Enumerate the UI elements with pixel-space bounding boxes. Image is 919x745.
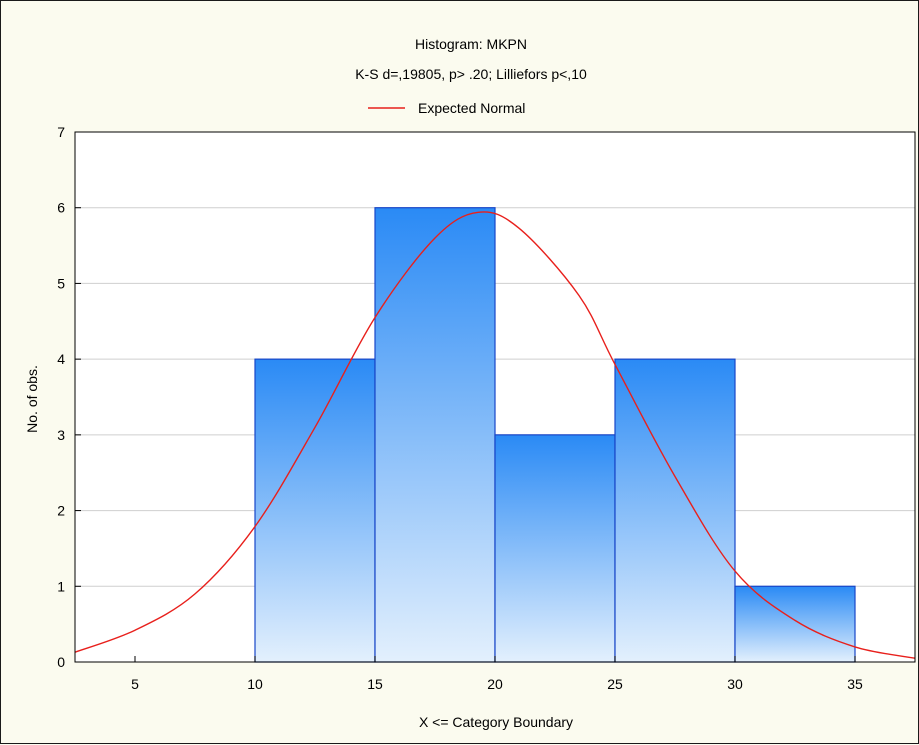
- expected-normal-curve: [75, 211, 915, 659]
- histogram-bar: [374, 207, 496, 663]
- legend: Expected Normal: [368, 100, 525, 116]
- x-tick-label: 15: [367, 676, 383, 692]
- y-tick-label: 6: [57, 200, 65, 216]
- x-tick-label: 5: [131, 676, 139, 692]
- histogram-bar: [734, 585, 856, 663]
- y-tick-label: 7: [57, 124, 65, 140]
- x-axis-label: X <= Category Boundary: [419, 714, 573, 730]
- x-tick-label: 25: [607, 676, 623, 692]
- histogram-bar: [254, 358, 376, 663]
- chart-title: Histogram: MKPN: [415, 36, 527, 52]
- x-tick-label: 30: [727, 676, 743, 692]
- y-tick-label: 0: [57, 654, 65, 670]
- y-axis-ticks: 0 1 2 3 4 5 6 7: [57, 124, 81, 670]
- y-tick-label: 4: [57, 351, 65, 367]
- x-tick-label: 35: [847, 676, 863, 692]
- x-axis-ticks: 5 10 15 20 25 30 35: [131, 656, 863, 692]
- chart-subtitle: K-S d=,19805, p> .20; Lilliefors p<,10: [355, 66, 587, 82]
- histogram-bar: [614, 358, 736, 663]
- y-tick-label: 3: [57, 427, 65, 443]
- y-axis-label: No. of obs.: [24, 365, 40, 433]
- legend-label: Expected Normal: [418, 100, 525, 116]
- y-tick-label: 1: [57, 578, 65, 594]
- y-tick-label: 5: [57, 275, 65, 291]
- x-tick-label: 20: [487, 676, 503, 692]
- x-tick-label: 10: [247, 676, 263, 692]
- histogram-bar: [494, 434, 616, 663]
- y-tick-label: 2: [57, 503, 65, 519]
